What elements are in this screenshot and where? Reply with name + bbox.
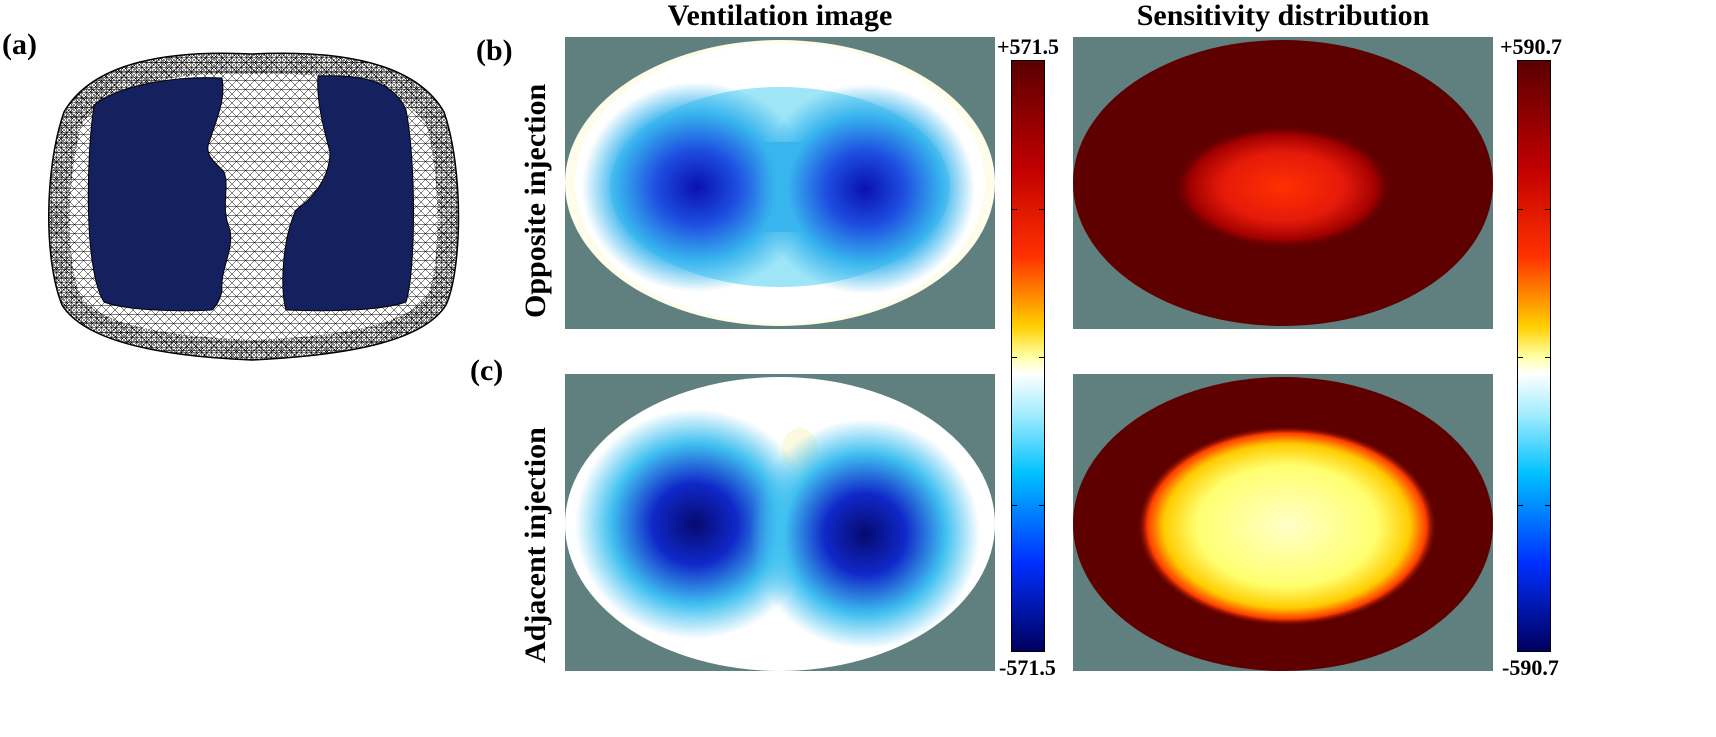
sensitivity-distribution-adjacent [1073, 374, 1493, 671]
ventilation-image-opposite [565, 37, 995, 329]
sensitivity-colorbar-max-label: +590.7 [1500, 34, 1563, 59]
sensitivity-distribution-opposite [1073, 37, 1493, 329]
ventilation-image-adjacent [565, 374, 995, 671]
sensitivity-colorbar [1517, 60, 1551, 652]
column-title-ventilation: Ventilation image [667, 0, 893, 32]
panel-label-c: (c) [470, 354, 504, 387]
row-title-adjacent: Adjacent injection [519, 427, 552, 663]
sensitivity-colorbar-min-label: -590.7 [1502, 655, 1559, 680]
ventilation-colorbar-min-label: -571.5 [999, 655, 1056, 680]
ventilation-colorbar [1011, 60, 1045, 652]
panel-label-b: (b) [476, 34, 513, 67]
left-lung [87, 77, 232, 312]
column-title-sensitivity: Sensitivity distribution [1136, 0, 1430, 32]
ventilation-colorbar-max-label: +571.5 [997, 34, 1060, 59]
right-lung [282, 75, 414, 312]
row-title-opposite: Opposite injection [519, 83, 552, 318]
panel-label-a: (a) [2, 28, 37, 61]
thorax-mesh-model [48, 52, 460, 361]
